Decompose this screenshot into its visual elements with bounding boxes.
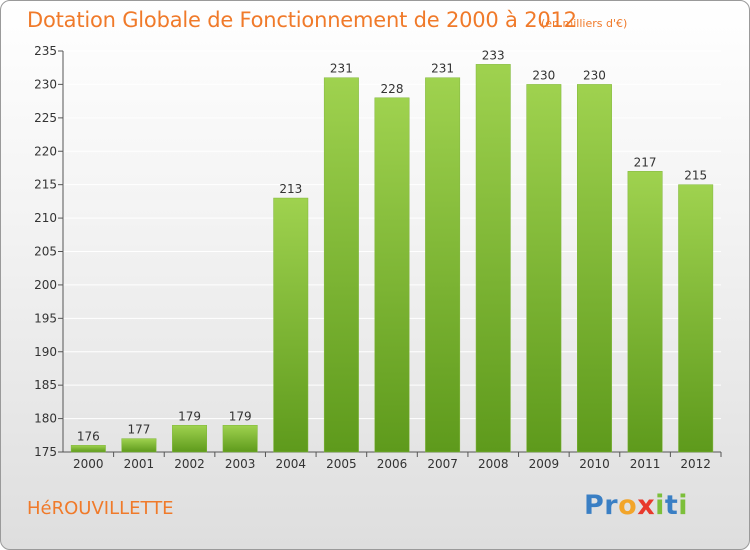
y-tick-label: 175 (34, 445, 57, 459)
value-label: 179 (178, 409, 201, 423)
proxiti-logo: Proxiti (584, 490, 688, 521)
bar (425, 77, 461, 453)
bar (627, 171, 663, 453)
value-label: 176 (77, 429, 100, 443)
bar (121, 438, 157, 453)
logo-letter: t (664, 490, 679, 521)
bar (70, 445, 106, 453)
value-label: 215 (684, 169, 707, 183)
value-labels: 176 177 179 179 213 231 228 231 233 230 230 217 215 (77, 48, 707, 443)
chart-title: Dotation Globale de Fonctionnement de 20… (27, 8, 577, 32)
bar (678, 184, 714, 453)
x-tick-label: 2005 (326, 457, 357, 471)
bar (172, 425, 207, 453)
bar (577, 84, 612, 453)
x-tick-label: 2006 (377, 457, 408, 471)
y-tick-label: 220 (34, 144, 57, 158)
value-label: 179 (229, 409, 252, 423)
x-tick-label: 2009 (529, 457, 560, 471)
y-tick-label: 205 (34, 245, 57, 259)
value-label: 230 (583, 68, 606, 82)
x-tick-label: 2012 (680, 457, 711, 471)
y-tick-label: 195 (34, 311, 57, 325)
logo-letter: P (584, 490, 605, 521)
x-tick-label: 2004 (275, 457, 306, 471)
value-label: 231 (330, 62, 353, 76)
y-tick-label: 185 (34, 378, 57, 392)
value-label: 228 (381, 82, 404, 96)
bar (374, 97, 410, 453)
value-label: 213 (279, 182, 302, 196)
y-tick-label: 235 (34, 44, 57, 58)
bar (323, 77, 359, 453)
value-label: 177 (127, 423, 150, 437)
y-tick-label: 225 (34, 111, 57, 125)
y-tick-labels: 175 180 185 190 195 200 205 210 215 220 225 230 235 (34, 44, 57, 459)
x-tick-label: 2011 (630, 457, 661, 471)
commune-name: HéROUVILLETTE (27, 498, 174, 519)
x-tick-label: 2001 (124, 457, 155, 471)
bar (526, 84, 562, 453)
value-label: 231 (431, 62, 454, 76)
logo-letter: i (678, 490, 689, 521)
x-tick-label: 2008 (478, 457, 509, 471)
y-tick-label: 190 (34, 345, 57, 359)
y-tick-label: 215 (34, 178, 57, 192)
x-tick-label: 2000 (73, 457, 104, 471)
y-tick-label: 230 (34, 77, 57, 91)
y-tick-label: 200 (34, 278, 57, 292)
x-tick-label: 2010 (579, 457, 610, 471)
y-tick-label: 210 (34, 211, 57, 225)
y-tick-label: 180 (34, 412, 57, 426)
logo-letter: o (618, 490, 638, 521)
value-label: 233 (482, 48, 505, 62)
logo-letter: r (604, 490, 619, 521)
x-tick-labels: 2000 2001 2002 2003 2004 2005 2006 2007 2008 2009… (73, 457, 711, 471)
x-tick-label: 2003 (225, 457, 256, 471)
bar (222, 425, 258, 453)
x-tick-label: 2002 (174, 457, 205, 471)
logo-letter: x (637, 490, 656, 521)
value-label: 230 (532, 68, 555, 82)
chart-subtitle: (en milliers d'€) (541, 17, 628, 30)
bars (70, 64, 714, 453)
x-tick-label: 2007 (427, 457, 458, 471)
bar (475, 64, 511, 453)
logo-letter: i (655, 490, 665, 521)
value-label: 217 (634, 155, 657, 169)
bar (273, 197, 309, 453)
